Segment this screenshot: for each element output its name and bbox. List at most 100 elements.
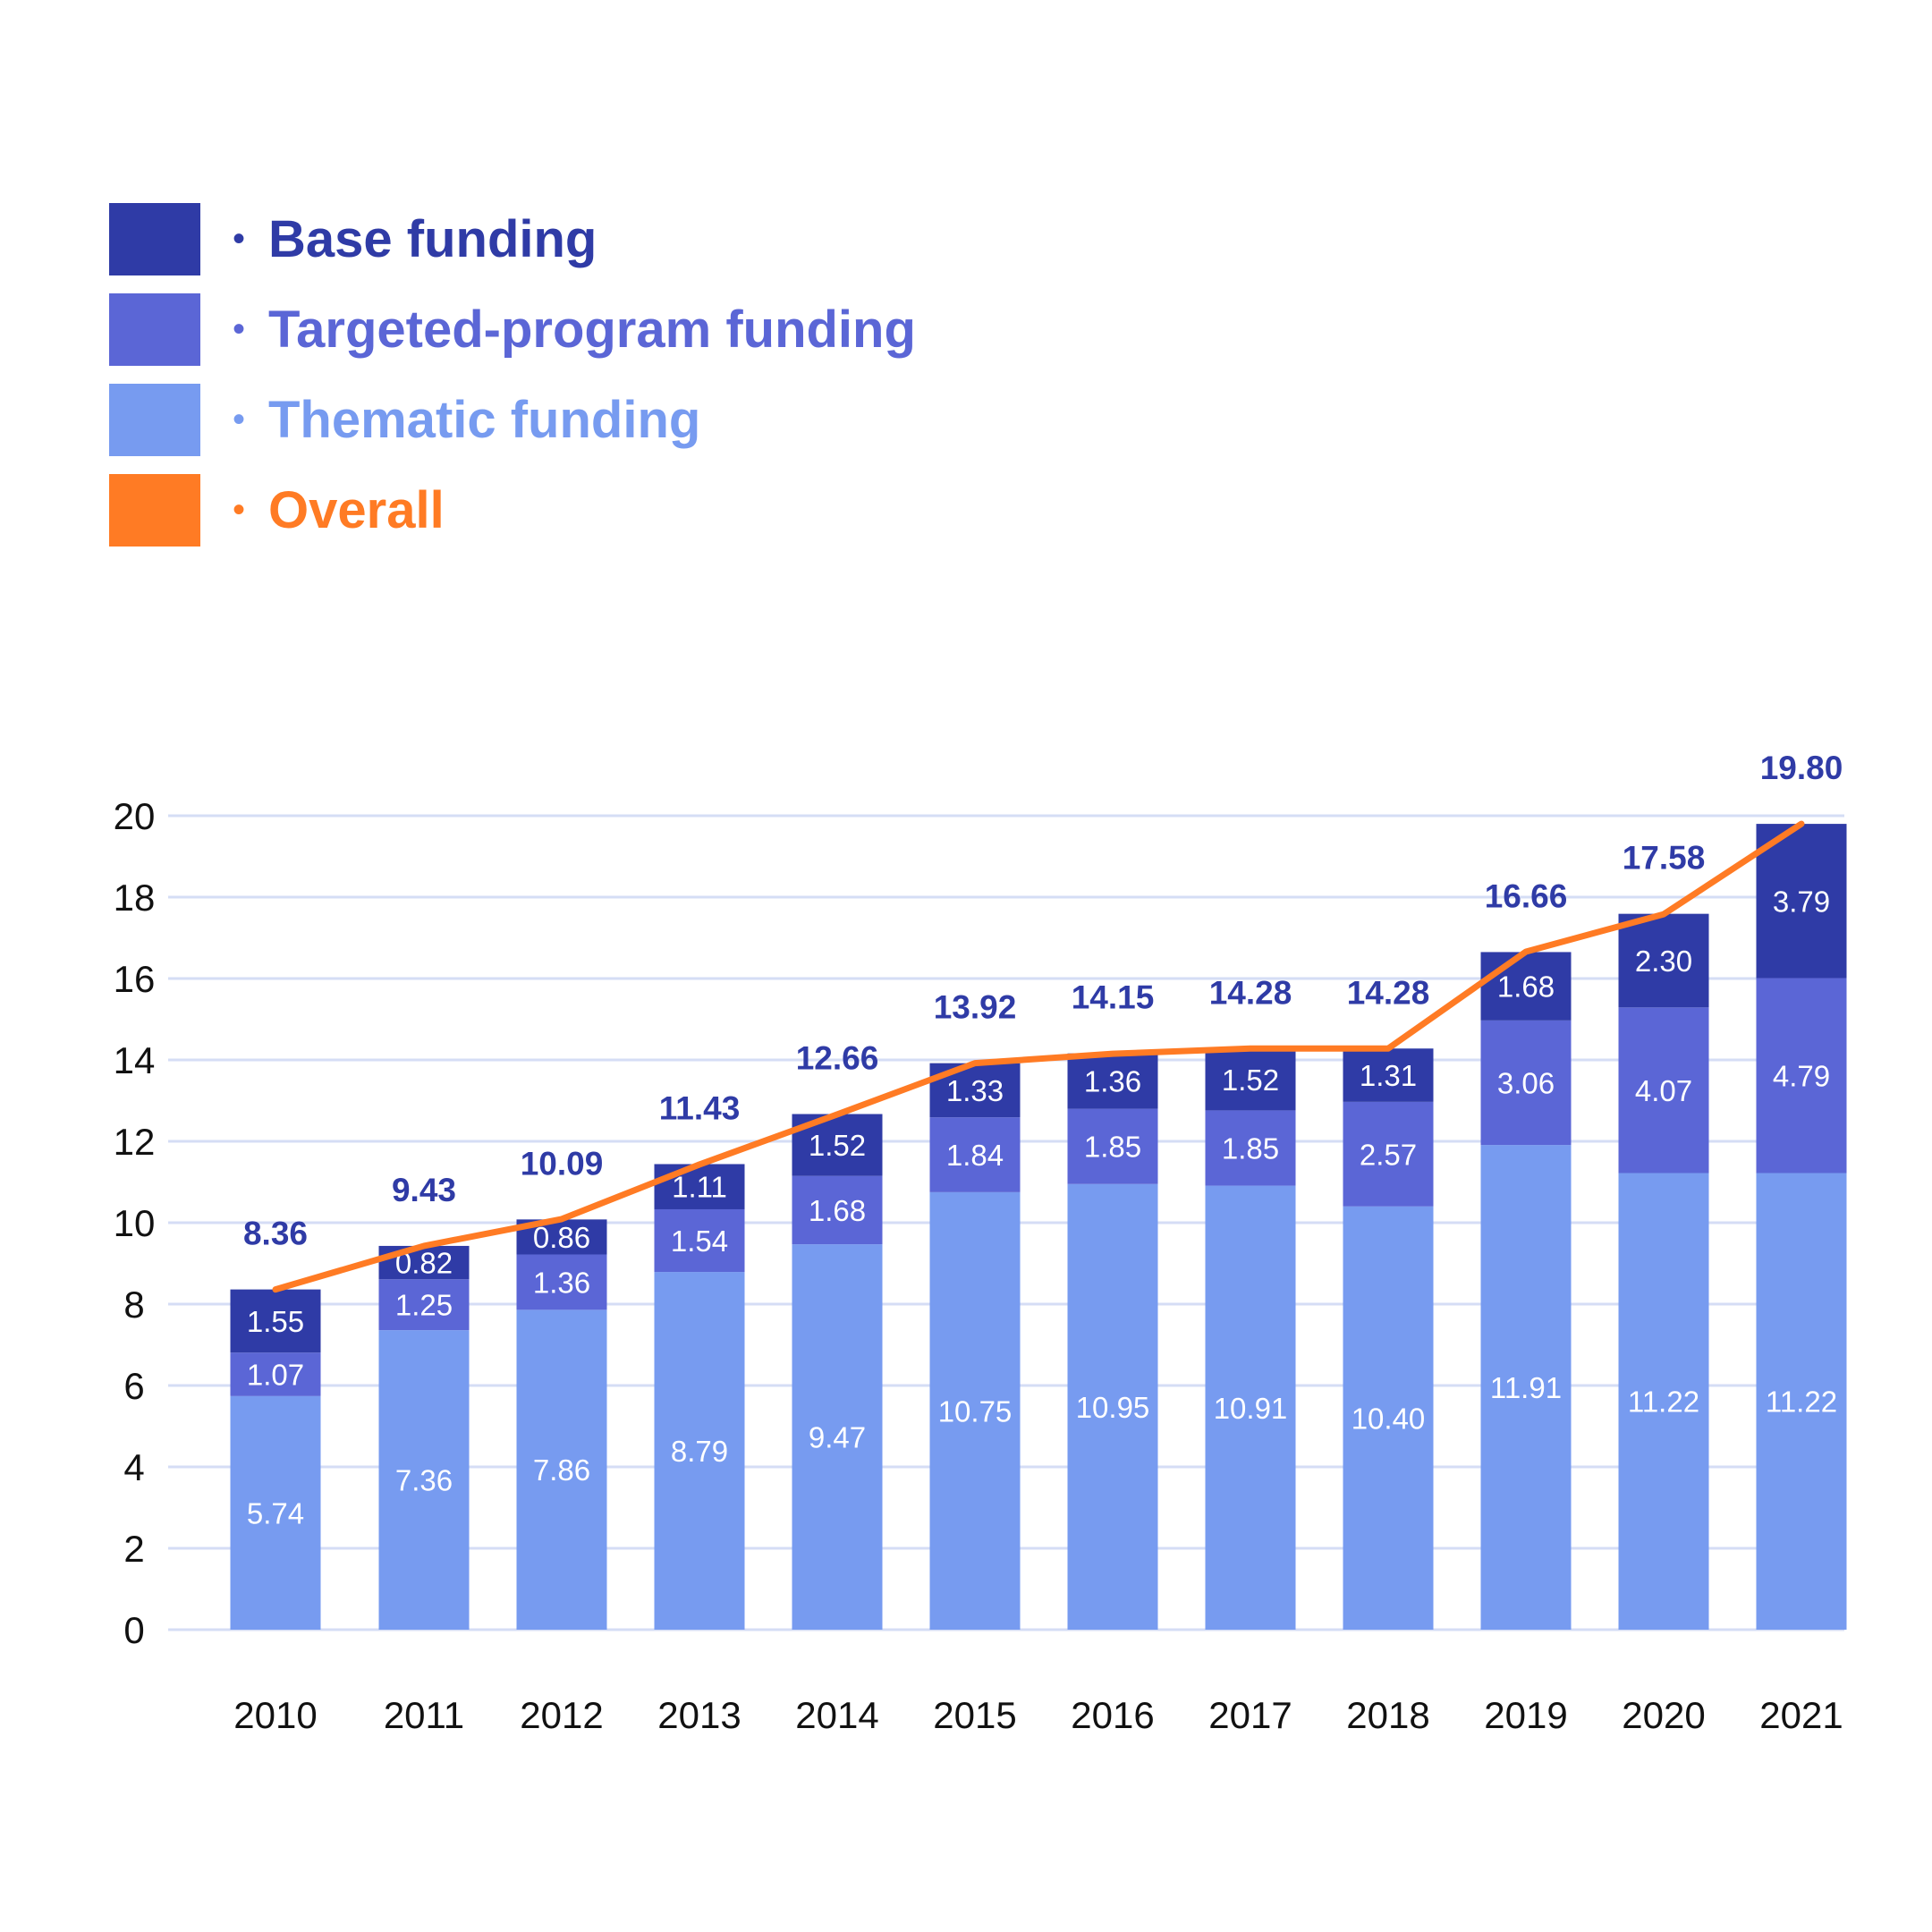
bar-segment [654,1208,745,1273]
bar-segment-label: 1.68 [1497,970,1555,1004]
bar-segment-label: 10.91 [1214,1392,1288,1425]
total-label: 9.43 [392,1172,456,1208]
overall-line [272,820,1805,1293]
total-label: 14.15 [1072,979,1155,1016]
x-tick-label: 2016 [1071,1694,1154,1736]
bar-segment-label: 4.07 [1635,1074,1692,1107]
legend-item-overall: • Overall [109,473,916,547]
bar-segment-label: 1.36 [1084,1065,1141,1098]
legend-swatch-targeted-program-funding [109,292,200,366]
total-label: 17.58 [1623,840,1706,877]
bar-segment [1618,1007,1709,1174]
bar-segment-label: 10.40 [1352,1402,1426,1435]
legend: • Base funding • Targeted-program fundin… [109,202,916,564]
bar-segment-label: 1.68 [809,1194,866,1227]
bar-segment [1618,1173,1709,1630]
total-label: 19.80 [1760,750,1843,786]
bar-segment [654,1164,745,1209]
bar-segment [792,1244,883,1630]
y-tick-label: 20 [114,795,156,837]
bar-segment-label: 1.33 [946,1074,1004,1107]
total-label: 16.66 [1485,877,1568,914]
y-tick-label: 10 [114,1202,156,1244]
bar-segment-label: 1.25 [395,1289,453,1322]
legend-swatch-overall [109,473,200,547]
bar-segment [1756,824,1847,979]
bar-segment [516,1309,607,1630]
bar-segment-label: 0.86 [533,1221,590,1254]
bar-segment-label: 1.11 [672,1171,727,1204]
bar-segment [1205,1048,1296,1111]
bar-segment [378,1279,470,1331]
legend-swatch-base-funding [109,202,200,275]
bar-segment [1205,1110,1296,1186]
bar-segment-label: 7.36 [395,1464,453,1497]
bar-segment [1756,978,1847,1174]
bar-segment-label: 2.57 [1360,1138,1417,1171]
x-tick-label: 2013 [657,1694,741,1736]
legend-bullet: • [233,218,246,258]
bar-segment-label: 1.36 [533,1266,590,1299]
bar-segment-label: 1.55 [247,1305,304,1338]
bar-segment [1480,1020,1572,1146]
total-label: 8.36 [243,1216,308,1252]
bar-segment [1343,1048,1434,1102]
total-label: 12.66 [796,1040,879,1077]
bar-segment [230,1352,321,1396]
y-tick-label: 6 [123,1365,144,1407]
bar-segment-label: 11.22 [1628,1385,1699,1419]
total-label: 14.28 [1209,974,1292,1011]
bar-segment-label: 1.31 [1360,1059,1417,1092]
y-tick-label: 16 [114,958,156,1000]
total-label: 11.43 [659,1089,741,1126]
y-tick-label: 0 [123,1609,144,1651]
legend-bullet: • [233,399,246,439]
bar-segment-label: 3.79 [1773,885,1830,918]
bar-segment-label: 1.52 [1222,1063,1279,1097]
bar-segment-label: 11.91 [1490,1371,1562,1404]
bar-segment-label: 5.74 [247,1496,304,1530]
bar-segment [1343,1206,1434,1630]
total-label: 14.28 [1347,974,1430,1011]
legend-label-overall: Overall [268,480,445,539]
bar-segment [1756,1173,1847,1630]
bar-segment-label: 11.22 [1766,1385,1837,1419]
bar-segment [1343,1101,1434,1207]
bar-segment [516,1254,607,1310]
bar-segment-label: 2.30 [1635,945,1692,978]
bar-segment-label: 4.79 [1773,1060,1830,1093]
total-label: 13.92 [934,989,1017,1026]
bar-segment-label: 1.85 [1084,1131,1141,1164]
bar-segment [1618,913,1709,1008]
legend-item-thematic-funding: • Thematic funding [109,383,916,456]
bar-segment-label: 1.54 [671,1224,728,1258]
x-tick-label: 2017 [1208,1694,1292,1736]
y-tick-label: 14 [114,1039,156,1081]
bar-segment [792,1175,883,1245]
bar-segment [1067,1183,1158,1630]
bar-segment-label: 10.95 [1076,1391,1150,1424]
bar-segment-label: 1.07 [247,1358,304,1391]
bar-segment [230,1289,321,1353]
y-tick-label: 4 [123,1446,144,1488]
y-tick-label: 2 [123,1528,144,1570]
bar-segment-label: 7.86 [533,1453,590,1487]
x-tick-label: 2018 [1346,1694,1429,1736]
bar-segment-label: 9.47 [809,1421,866,1454]
bar-segment [1205,1185,1296,1630]
legend-label-thematic-funding: Thematic funding [268,390,701,449]
bar-segment [1067,1108,1158,1184]
bar-segment [378,1245,470,1280]
bar-segment-label: 1.52 [809,1129,866,1162]
legend-bullet: • [233,309,246,349]
legend-item-base-funding: • Base funding [109,202,916,275]
x-tick-label: 2012 [520,1694,603,1736]
x-tick-label: 2021 [1759,1694,1843,1736]
x-tick-label: 2020 [1622,1694,1705,1736]
bar-segment [929,1191,1021,1630]
x-tick-label: 2011 [384,1694,464,1736]
bar-segment-label: 3.06 [1497,1066,1555,1099]
bar-segment-label: 1.84 [946,1139,1004,1172]
bar-segment-label: 1.85 [1222,1132,1279,1165]
